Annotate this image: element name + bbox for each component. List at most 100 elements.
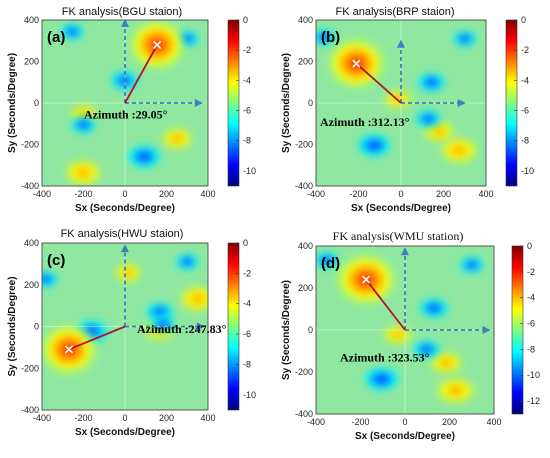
x-tick-label: 0 [122,413,127,423]
colorbar-tick-label: -8 [521,136,529,146]
panel-title: FK analysis(WMU station) [333,229,464,243]
y-tick-label: 200 [24,280,39,290]
x-tick-label: -200 [74,413,92,423]
panel-letter: (c) [47,252,65,269]
colorbar [227,19,240,187]
fk-panel-3: -400 -200 0 200 400 -400 -200 0 200 400 Sx (Second… [7,228,256,438]
colorbar-tick-label: -6 [521,106,529,116]
x-tick-label: -200 [351,417,369,427]
y-tick-label: 400 [298,15,313,25]
peak-marker-icon [361,275,371,284]
x-tick-label: 400 [478,189,493,199]
y-tick-label: 400 [24,15,39,25]
colorbar-tick-label: -10 [243,390,256,400]
azimuth-line [124,44,158,104]
low-power-lobe [149,314,177,334]
north-arrowhead-icon [121,244,129,253]
colorbar-tick-label: -6 [527,319,535,329]
y-tick-label: 200 [24,57,39,67]
colorbar-tick-label: -8 [243,136,251,146]
east-arrowhead-icon [194,99,203,107]
low-power-lobe [416,72,447,93]
colorbar-tick-label: -2 [243,268,251,278]
colorbar-tick-label: -4 [243,299,251,309]
mid-power-lobe [428,351,464,375]
colorbar [227,242,240,411]
plot-frame [41,242,209,411]
x-tick-label: 200 [442,417,457,427]
plot-frame [315,245,495,415]
y-tick-label: 0 [34,98,39,108]
x-axis-label: Sx (Seconds/Degree) [355,431,455,442]
colorbar-tick-label: -8 [527,344,535,354]
x-tick-label: -400 [307,189,325,199]
low-power-lobe [42,270,59,288]
low-power-lobe [174,253,200,271]
y-tick-label: -200 [21,363,39,373]
y-tick-label: 0 [34,322,39,332]
low-power-lobe [412,339,442,359]
y-axis-label: Sy (Seconds/Degree) [7,53,18,153]
x-tick-label: 400 [200,189,215,199]
x-tick-label: -400 [33,413,51,423]
x-tick-label: 200 [159,413,174,423]
x-tick-label: 0 [398,189,403,199]
fk-panel-2: -400 -200 0 200 400 -400 -200 0 200 400 Sx (Second… [281,6,534,214]
y-tick-label: -400 [21,405,39,415]
x-tick-label: -200 [74,189,92,199]
x-axis-label: Sx (Seconds/Degree) [75,427,175,438]
low-power-lobe [316,28,337,46]
x-tick-label: 0 [402,417,407,427]
fk-panel-1: -400 -200 0 200 400 -400 -200 0 200 400 Sx (Second… [7,6,256,214]
mid-power-lobe [63,158,103,186]
colorbar-tick-label: -8 [243,359,251,369]
colorbar-tick-label: 0 [521,15,526,25]
peak-marker-icon [153,40,162,49]
y-tick-label: 200 [298,283,313,293]
panel-letter: (a) [47,29,65,46]
low-power-lobe [59,22,85,41]
colorbar-tick-label: -10 [521,166,534,176]
heatmap-field [316,246,494,414]
colorbar-tick-label: 0 [243,238,248,248]
azimuth-line [355,62,402,104]
plot-frame [41,19,209,187]
y-axis-label: Sy (Seconds/Degree) [7,276,18,376]
colorbar-tick-label: -2 [243,45,251,55]
x-axis-label: Sx (Seconds/Degree) [351,203,451,214]
y-tick-label: -200 [295,140,313,150]
north-arrowhead-icon [397,39,405,48]
azimuth-label: Azimuth :29.05° [84,108,168,122]
x-axis-label: Sx (Seconds/Degree) [75,203,175,214]
mid-power-lobe [160,127,194,151]
panel-title: FK analysis(HWU staion) [61,228,184,240]
north-arrowhead-icon [121,19,129,27]
x-tick-label: 200 [159,189,174,199]
colorbar-tick-label: -6 [243,329,251,339]
colorbar-tick-label: 0 [527,241,532,251]
mid-power-lobe [382,324,414,345]
low-power-lobe [458,256,486,274]
mid-power-lobe [178,285,208,313]
azimuth-label: Azimuth :323.53° [340,351,430,365]
low-power-lobe [126,144,162,169]
panel-title: FK analysis(BGU staion) [62,6,182,18]
x-tick-label: 400 [200,413,215,423]
y-tick-label: 200 [298,57,313,67]
colorbar-tick-label: -2 [521,45,529,55]
azimuth-line [68,325,126,351]
low-power-lobe [362,366,401,392]
y-tick-label: -200 [295,367,313,377]
colorbar-tick-label: -6 [243,106,251,116]
north-arrowhead-icon [401,247,409,256]
panel-letter: (d) [321,255,340,272]
plot-frame [315,19,487,187]
colorbar [505,19,518,187]
colorbar-tick-label: 0 [243,15,248,25]
low-power-lobe [356,132,393,158]
low-power-lobe [316,251,340,270]
azimuth-label: Azimuth :312.13° [320,115,410,129]
colorbar-tick-label: -10 [243,166,256,176]
low-power-lobe [452,29,478,48]
